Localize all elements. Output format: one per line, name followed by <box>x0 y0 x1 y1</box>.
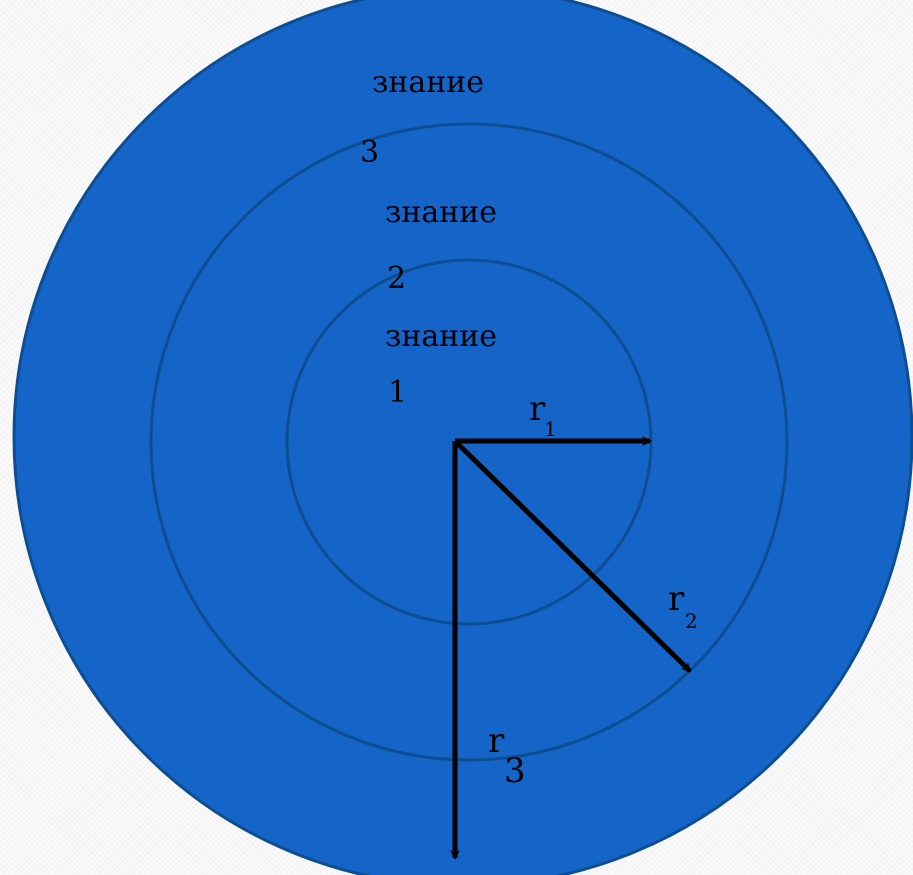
ring-label-2-word: знание <box>385 195 497 230</box>
radius-arrow-2 <box>453 439 692 673</box>
radius-label-1-index: 1 <box>544 417 557 441</box>
radius-label-1-letter: r <box>529 389 546 429</box>
radius-label-3-index: 3 <box>504 751 526 791</box>
ring-label-3-word: знание <box>372 65 484 100</box>
ring-label-1-index: 1 <box>388 375 407 410</box>
radius-label-2-index: 2 <box>685 609 698 633</box>
radius-label-2-letter: r <box>668 579 685 619</box>
ring-label-3-index: 3 <box>360 135 379 170</box>
ring-label-2-index: 2 <box>387 261 406 296</box>
ring-label-1-word: знание <box>385 319 497 354</box>
radius-label-3-letter: r <box>488 721 505 761</box>
